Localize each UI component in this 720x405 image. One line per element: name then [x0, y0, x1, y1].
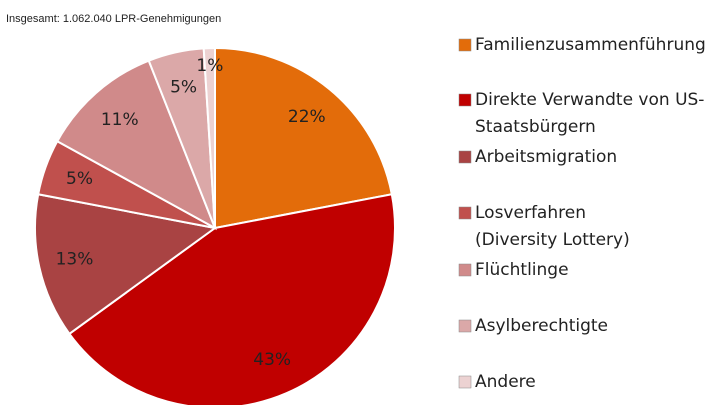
legend-label: Flüchtlinge [475, 260, 569, 280]
legend-label: Familienzusammenführung [475, 35, 706, 55]
pie-slice [55, 59, 217, 231]
data-label: 5% [170, 77, 197, 97]
legend-swatch [458, 150, 472, 164]
legend-swatch [458, 319, 472, 333]
legend-label: Arbeitsmigration [475, 147, 617, 167]
legend-swatch [458, 263, 472, 277]
data-label: 5% [66, 169, 93, 189]
data-label: 43% [253, 350, 291, 370]
pie-slice [34, 193, 218, 336]
chart-title: Insgesamt: 1.062.040 LPR-Genehmigungen [6, 13, 221, 25]
data-label: 11% [101, 110, 139, 130]
data-label: 13% [56, 249, 94, 269]
legend-label: Direkte Verwandte von US-Staatsbürgern [475, 90, 704, 137]
pie-slice [202, 46, 216, 229]
legend-swatch [458, 375, 472, 389]
data-label: 22% [288, 107, 326, 127]
data-label: 1% [196, 56, 223, 76]
legend-swatch [458, 38, 472, 52]
pie-slice [214, 46, 393, 230]
legend-label: Andere [475, 372, 536, 392]
legend-swatch [458, 206, 472, 220]
legend-swatch [458, 93, 472, 107]
legend-label: Asylberechtigte [475, 316, 608, 336]
pie-slice [67, 193, 396, 405]
legend-label: Losverfahren (Diversity Lottery) [475, 203, 630, 250]
